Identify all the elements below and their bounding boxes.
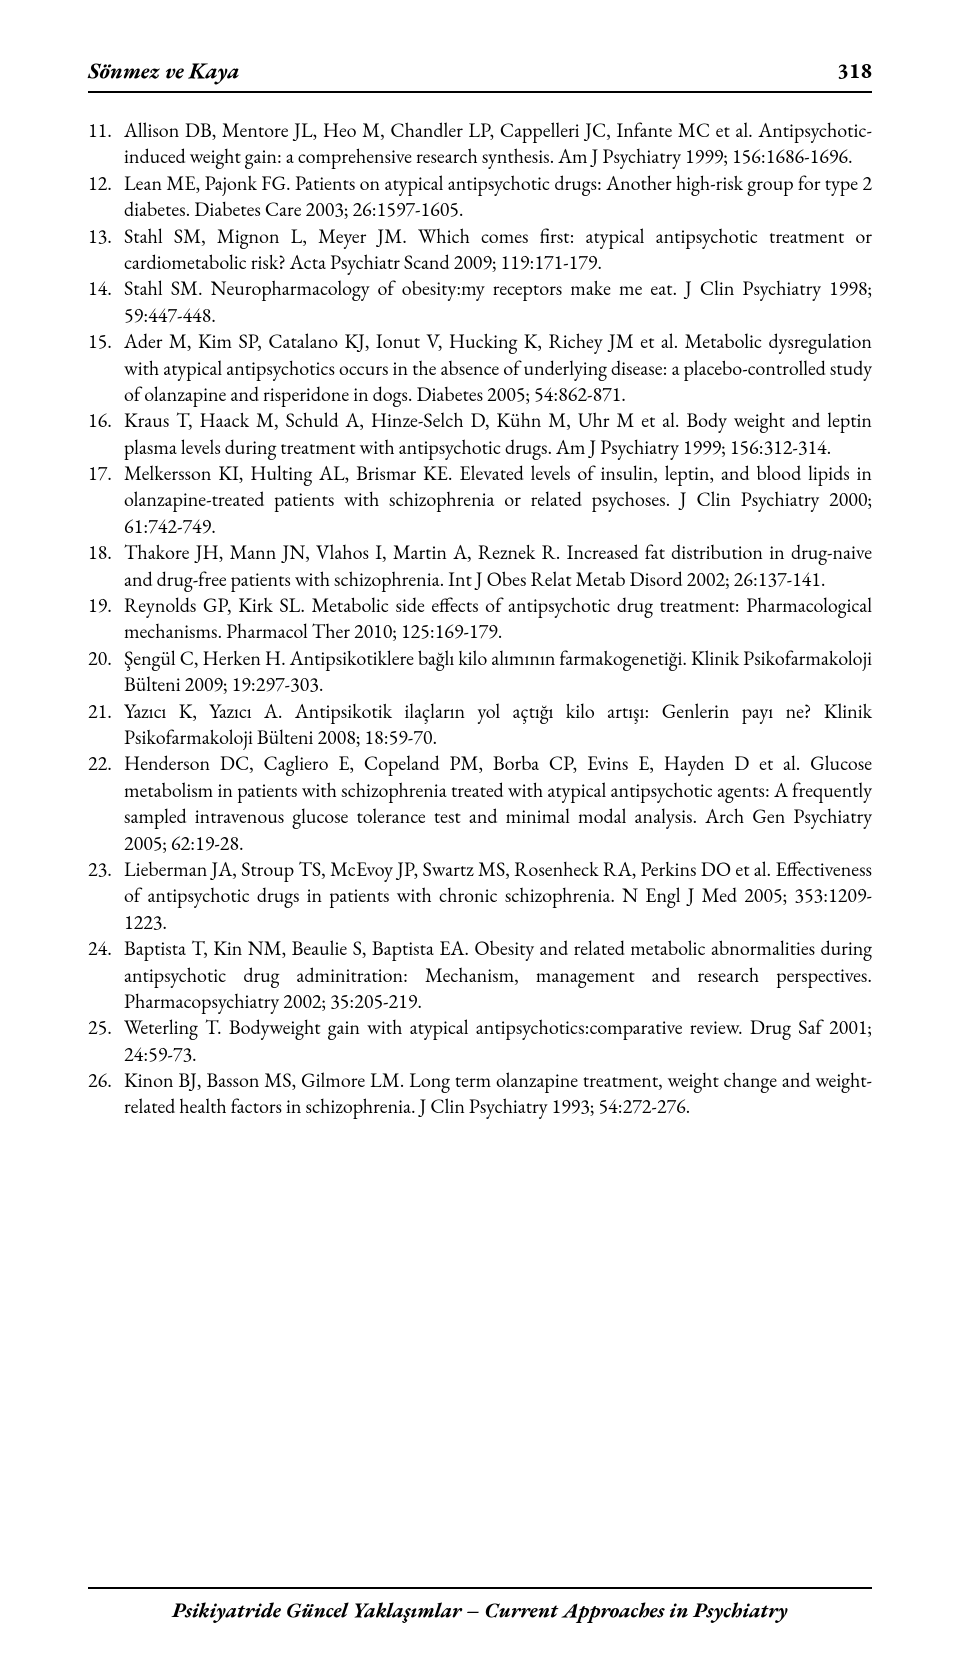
- footer-text: Psikiyatride Güncel Yaklaşımlar – Curren…: [88, 1597, 872, 1624]
- header-divider: [88, 91, 872, 93]
- footer-divider: [88, 1587, 872, 1589]
- reference-item: Şengül C, Herken H. Antipsikotiklere bağ…: [88, 645, 872, 698]
- header-title: Sönmez ve Kaya: [88, 56, 240, 85]
- reference-item: Melkersson KI, Hulting AL, Brismar KE. E…: [88, 460, 872, 539]
- reference-item: Yazıcı K, Yazıcı A. Antipsikotik ilaçlar…: [88, 698, 872, 751]
- reference-item: Lean ME, Pajonk FG. Patients on atypical…: [88, 170, 872, 223]
- reference-item: Kinon BJ, Basson MS, Gilmore LM. Long te…: [88, 1067, 872, 1120]
- reference-item: Stahl SM, Mignon L, Meyer JM. Which come…: [88, 223, 872, 276]
- reference-item: Lieberman JA, Stroup TS, McEvoy JP, Swar…: [88, 856, 872, 935]
- reference-item: Ader M, Kim SP, Catalano KJ, Ionut V, Hu…: [88, 328, 872, 407]
- reference-item: Reynolds GP, Kirk SL. Metabolic side eff…: [88, 592, 872, 645]
- reference-item: Baptista T, Kin NM, Beaulie S, Baptista …: [88, 935, 872, 1014]
- page-header: Sönmez ve Kaya 318: [88, 56, 872, 85]
- reference-item: Weterling T. Bodyweight gain with atypic…: [88, 1014, 872, 1067]
- reference-item: Stahl SM. Neuropharmacology of obesity:m…: [88, 275, 872, 328]
- reference-item: Allison DB, Mentore JL, Heo M, Chandler …: [88, 117, 872, 170]
- reference-item: Thakore JH, Mann JN, Vlahos I, Martin A,…: [88, 539, 872, 592]
- header-page-number: 318: [837, 56, 872, 85]
- references-list: Allison DB, Mentore JL, Heo M, Chandler …: [88, 117, 872, 1120]
- reference-item: Kraus T, Haack M, Schuld A, Hinze-Selch …: [88, 407, 872, 460]
- page-footer: Psikiyatride Güncel Yaklaşımlar – Curren…: [88, 1587, 872, 1624]
- reference-item: Henderson DC, Cagliero E, Copeland PM, B…: [88, 750, 872, 856]
